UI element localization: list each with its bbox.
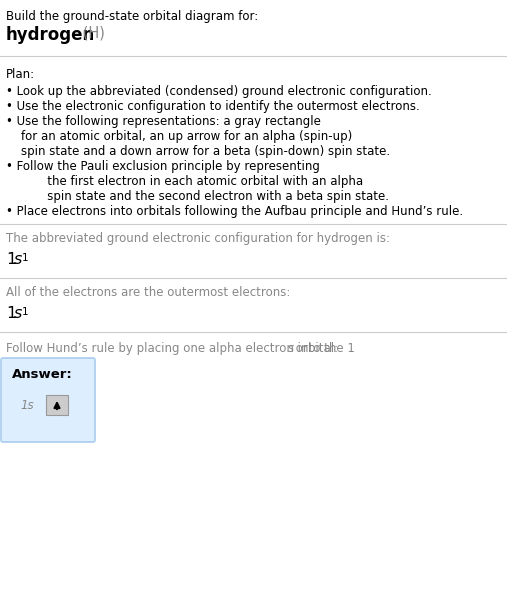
Text: The abbreviated ground electronic configuration for hydrogen is:: The abbreviated ground electronic config… — [6, 232, 390, 245]
Text: the first electron in each atomic orbital with an alpha: the first electron in each atomic orbita… — [6, 175, 363, 188]
Text: 1: 1 — [6, 252, 16, 267]
Bar — [46, 395, 68, 415]
Text: s: s — [14, 252, 22, 267]
Text: s: s — [14, 306, 22, 321]
Text: • Look up the abbreviated (condensed) ground electronic configuration.: • Look up the abbreviated (condensed) gr… — [6, 85, 432, 98]
Text: 1: 1 — [22, 307, 28, 317]
Text: Follow Hund’s rule by placing one alpha electron into the 1: Follow Hund’s rule by placing one alpha … — [6, 342, 355, 355]
Text: Plan:: Plan: — [6, 68, 35, 81]
Text: Answer:: Answer: — [12, 368, 73, 381]
Text: Build the ground-state orbital diagram for:: Build the ground-state orbital diagram f… — [6, 10, 258, 23]
Text: spin state and a down arrow for a beta (spin-down) spin state.: spin state and a down arrow for a beta (… — [6, 145, 390, 158]
Text: 1: 1 — [22, 253, 28, 263]
Text: 1: 1 — [6, 306, 16, 321]
Text: spin state and the second electron with a beta spin state.: spin state and the second electron with … — [6, 190, 389, 203]
Text: s: s — [287, 342, 294, 355]
Text: • Use the electronic configuration to identify the outermost electrons.: • Use the electronic configuration to id… — [6, 100, 420, 113]
Text: (H): (H) — [78, 26, 105, 41]
Text: orbital:: orbital: — [293, 342, 339, 355]
Text: • Follow the Pauli exclusion principle by representing: • Follow the Pauli exclusion principle b… — [6, 160, 320, 173]
Text: • Place electrons into orbitals following the Aufbau principle and Hund’s rule.: • Place electrons into orbitals followin… — [6, 205, 463, 218]
FancyBboxPatch shape — [1, 358, 95, 442]
Text: hydrogen: hydrogen — [6, 26, 95, 44]
Text: All of the electrons are the outermost electrons:: All of the electrons are the outermost e… — [6, 286, 291, 299]
Text: 1s: 1s — [20, 399, 33, 412]
Text: for an atomic orbital, an up arrow for an alpha (spin-up): for an atomic orbital, an up arrow for a… — [6, 130, 352, 143]
Text: • Use the following representations: a gray rectangle: • Use the following representations: a g… — [6, 115, 321, 128]
